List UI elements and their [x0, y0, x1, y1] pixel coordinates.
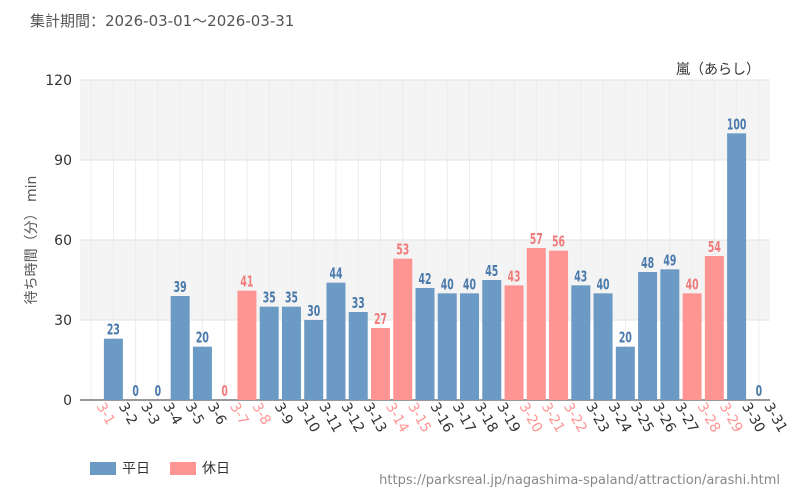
y-tick-labels: 0 30 60 90 120	[45, 73, 72, 409]
data-label-3-20: 43	[508, 267, 521, 285]
data-label-3-9: 35	[263, 289, 276, 307]
x-tick-label-3-6: 3-6	[204, 400, 229, 428]
data-label-3-2: 23	[107, 321, 120, 339]
bar-3-20	[504, 285, 524, 400]
legend-label-holiday: 休日	[202, 461, 230, 477]
data-label-3-16: 42	[419, 270, 432, 288]
x-tick-label-3-3: 3-3	[137, 400, 162, 428]
data-label-3-25: 20	[619, 329, 632, 347]
bar-3-28	[682, 293, 702, 400]
bar-3-15	[393, 258, 413, 400]
bar-3-27	[660, 269, 680, 400]
x-tick-label-3-2: 3-2	[115, 400, 140, 428]
x-tick-label-3-5: 3-5	[182, 400, 207, 428]
bars	[103, 133, 747, 401]
bar-3-10	[281, 306, 301, 400]
y-tick-label: 60	[54, 233, 72, 249]
bar-3-25	[615, 346, 635, 400]
data-label-3-22: 56	[552, 233, 565, 251]
data-label-3-10: 35	[285, 289, 298, 307]
data-label-3-17: 40	[441, 275, 454, 293]
bar-3-17	[437, 293, 457, 400]
bar-3-6	[192, 346, 212, 400]
x-tick-label-3-4: 3-4	[159, 400, 184, 428]
y-tick-label: 90	[54, 153, 72, 169]
data-label-3-14: 27	[374, 310, 387, 328]
data-label-3-18: 40	[463, 275, 476, 293]
data-label-3-6: 20	[196, 329, 209, 347]
bar-3-30	[727, 133, 747, 401]
bar-3-23	[571, 285, 591, 400]
x-tick-label-3-31: 3-31	[760, 400, 790, 436]
y-tick-label: 120	[45, 73, 72, 89]
data-label-3-15: 53	[396, 241, 409, 259]
bar-3-13	[348, 312, 368, 400]
data-label-3-11: 30	[307, 302, 320, 320]
data-label-3-23: 43	[574, 267, 587, 285]
period-label: 集計期間：2026-03-01〜2026-03-31	[30, 12, 295, 30]
bar-3-21	[526, 248, 546, 400]
bar-3-9	[259, 306, 279, 400]
y-tick-label: 30	[54, 313, 72, 329]
bar-3-8	[237, 290, 257, 400]
legend-label-weekday: 平日	[122, 461, 150, 477]
bar-3-29	[704, 256, 724, 400]
x-tick-label-3-7: 3-7	[226, 400, 251, 428]
legend-item-weekday: 平日	[90, 458, 150, 478]
data-label-3-5: 39	[174, 278, 187, 296]
data-label-3-24: 40	[597, 275, 610, 293]
data-label-3-12: 44	[329, 265, 342, 283]
bar-3-19	[482, 280, 502, 400]
bar-3-2	[103, 338, 123, 400]
x-tick-label-3-9: 3-9	[271, 400, 296, 428]
data-label-3-3: 0	[132, 382, 139, 400]
data-label-3-4: 0	[155, 382, 162, 400]
bar-3-14	[370, 328, 390, 400]
x-tick-labels: 3-13-23-33-43-53-63-73-83-93-103-113-123…	[93, 400, 790, 436]
bar-3-11	[304, 320, 324, 400]
data-label-3-21: 57	[530, 230, 543, 248]
legend-swatch-weekday	[90, 461, 116, 475]
data-label-3-27: 49	[663, 251, 676, 269]
legend-item-holiday: 休日	[170, 458, 230, 478]
data-label-3-7: 0	[221, 382, 228, 400]
bar-3-16	[415, 288, 435, 400]
bar-3-12	[326, 282, 346, 400]
data-label-3-29: 54	[708, 238, 721, 256]
bar-3-22	[549, 250, 569, 400]
data-label-3-30: 100	[727, 115, 747, 133]
data-label-3-13: 33	[352, 294, 365, 312]
chart-title: 嵐（あらし）	[676, 62, 760, 78]
data-label-3-26: 48	[641, 254, 654, 272]
bar-3-18	[460, 293, 480, 400]
y-tick-label: 0	[63, 393, 72, 409]
source-url[interactable]: https://parksreal.jp/nagashima-spaland/a…	[379, 473, 780, 488]
data-label-3-19: 45	[485, 262, 498, 280]
data-label-3-8: 41	[240, 273, 253, 291]
bar-3-24	[593, 293, 613, 400]
bar-3-5	[170, 296, 190, 400]
y-axis-label: 待ち時間（分） min	[24, 176, 40, 305]
x-tick-label-3-1: 3-1	[93, 400, 118, 428]
data-label-3-31: 0	[756, 382, 763, 400]
legend: 平日 休日	[90, 458, 250, 478]
x-tick-label-3-8: 3-8	[248, 400, 273, 428]
legend-swatch-holiday	[170, 461, 196, 475]
data-label-3-28: 40	[686, 275, 699, 293]
bar-3-26	[638, 272, 658, 400]
